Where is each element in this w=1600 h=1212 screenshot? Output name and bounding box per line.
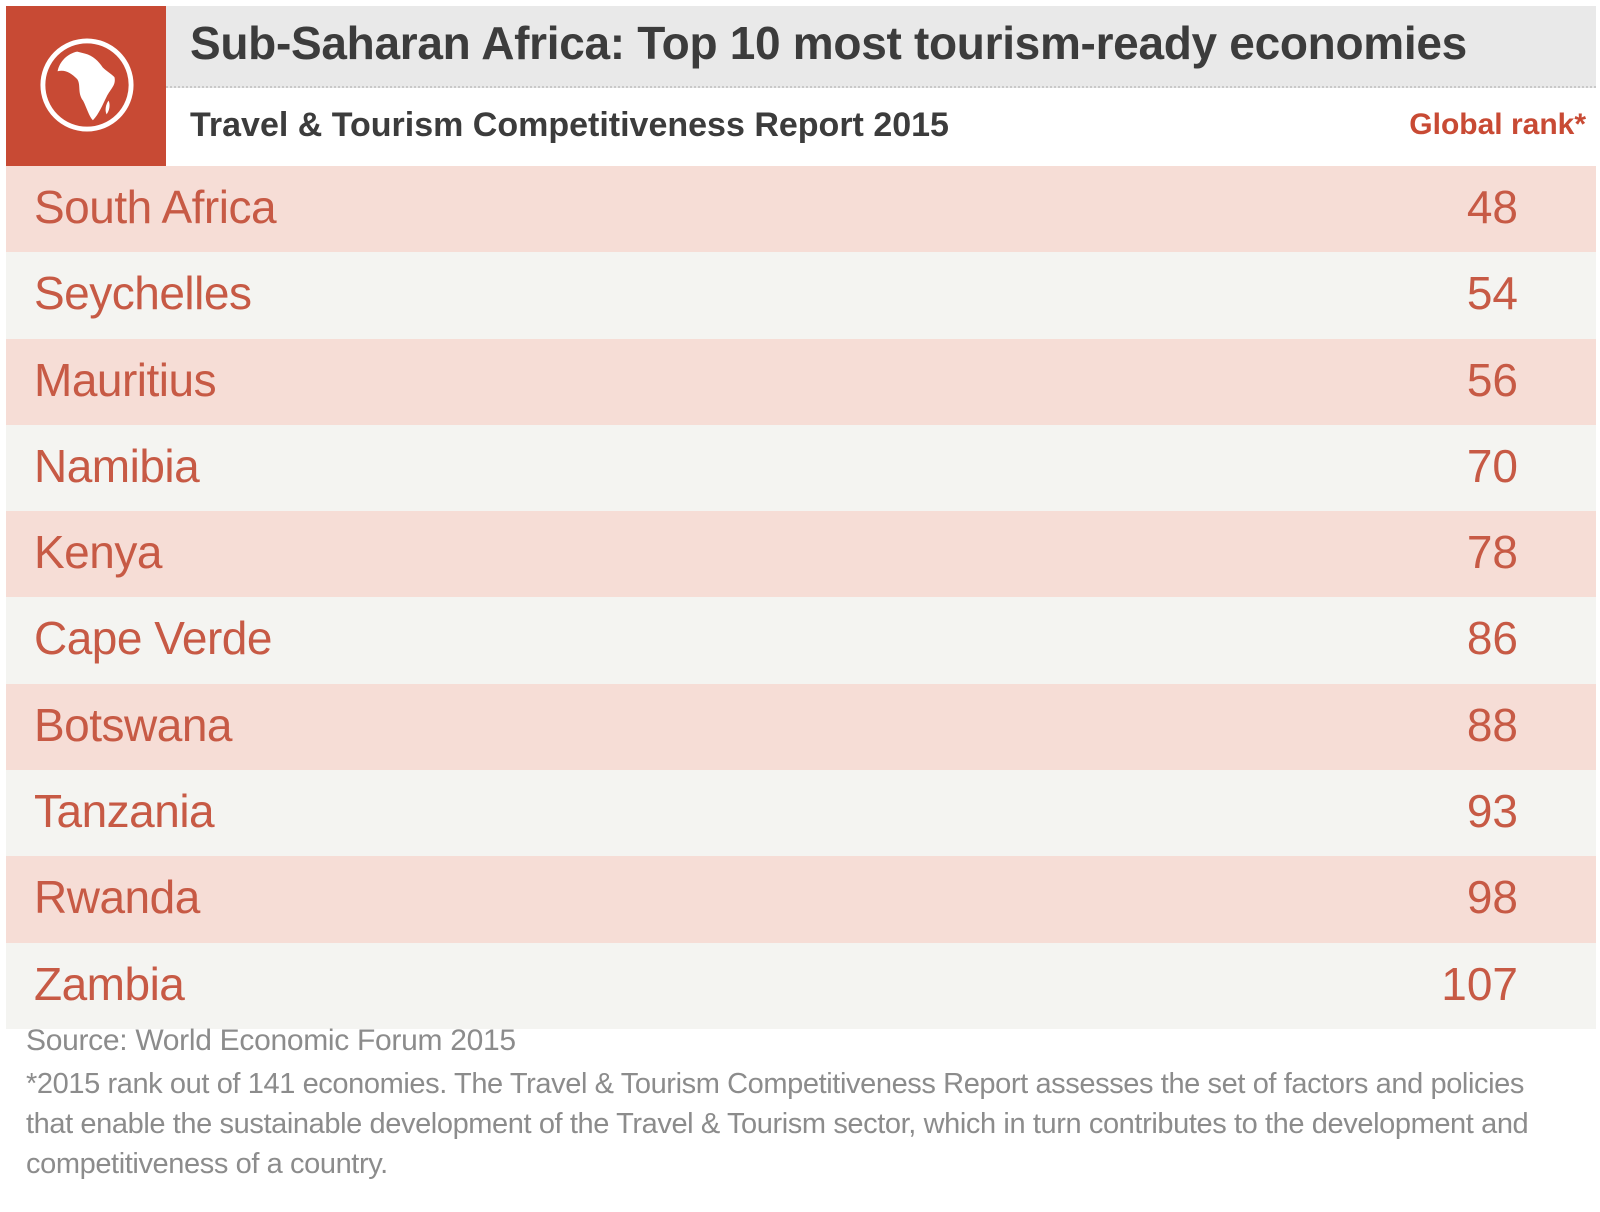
footnote: *2015 rank out of 141 economies. The Tra…	[26, 1068, 1529, 1180]
country-label: Mauritius	[34, 353, 217, 406]
country-label: Zambia	[34, 957, 185, 1010]
rank-value: 93	[1466, 785, 1518, 838]
table-row: Mauritius 56	[6, 338, 1596, 425]
rank-value: 70	[1466, 439, 1518, 492]
source-note: Source: World Economic Forum 2015	[26, 1024, 516, 1057]
country-label: Namibia	[34, 439, 200, 492]
subtitle-band: Travel & Tourism Competitiveness Report …	[166, 88, 1596, 166]
table-row: Kenya 78	[6, 511, 1596, 598]
table-row: Cape Verde 86	[6, 597, 1596, 684]
table-row: South Africa 48	[6, 166, 1596, 253]
rank-value: 98	[1466, 871, 1518, 924]
rank-value: 86	[1466, 612, 1518, 665]
rank-column-header: Global rank*	[1409, 108, 1586, 141]
globe-africa-icon	[40, 38, 134, 132]
table-row: Rwanda 98	[6, 856, 1596, 943]
country-label: Seychelles	[34, 267, 252, 320]
chart-title: Sub-Saharan Africa: Top 10 most tourism-…	[190, 17, 1467, 69]
table-row: Botswana 88	[6, 683, 1596, 771]
country-label: Kenya	[34, 526, 162, 579]
table-row: Seychelles 54	[6, 252, 1596, 339]
rank-value: 54	[1466, 267, 1518, 320]
rank-value: 78	[1466, 526, 1518, 579]
ranking-table: South Africa 48 Seychelles 54 Mauritius 56 Nam…	[6, 166, 1596, 1029]
rank-value: 56	[1466, 353, 1518, 406]
country-label: Tanzania	[34, 785, 215, 838]
logo	[6, 6, 166, 166]
rank-value: 88	[1466, 698, 1518, 751]
table-row: Namibia 70	[6, 424, 1596, 512]
country-label: Botswana	[34, 698, 233, 751]
rank-value: 48	[1466, 181, 1518, 233]
table-row: Zambia 107	[6, 942, 1596, 1029]
chart-subtitle: Travel & Tourism Competitiveness Report …	[190, 106, 949, 144]
country-label: Rwanda	[34, 871, 200, 924]
title-band: Sub-Saharan Africa: Top 10 most tourism-…	[166, 6, 1596, 88]
country-label: Cape Verde	[34, 612, 272, 665]
country-label: South Africa	[34, 181, 277, 233]
table-row: Tanzania 93	[6, 770, 1596, 857]
rank-value: 107	[1441, 957, 1518, 1010]
infographic: Sub-Saharan Africa: Top 10 most tourism-…	[6, 6, 1596, 1206]
